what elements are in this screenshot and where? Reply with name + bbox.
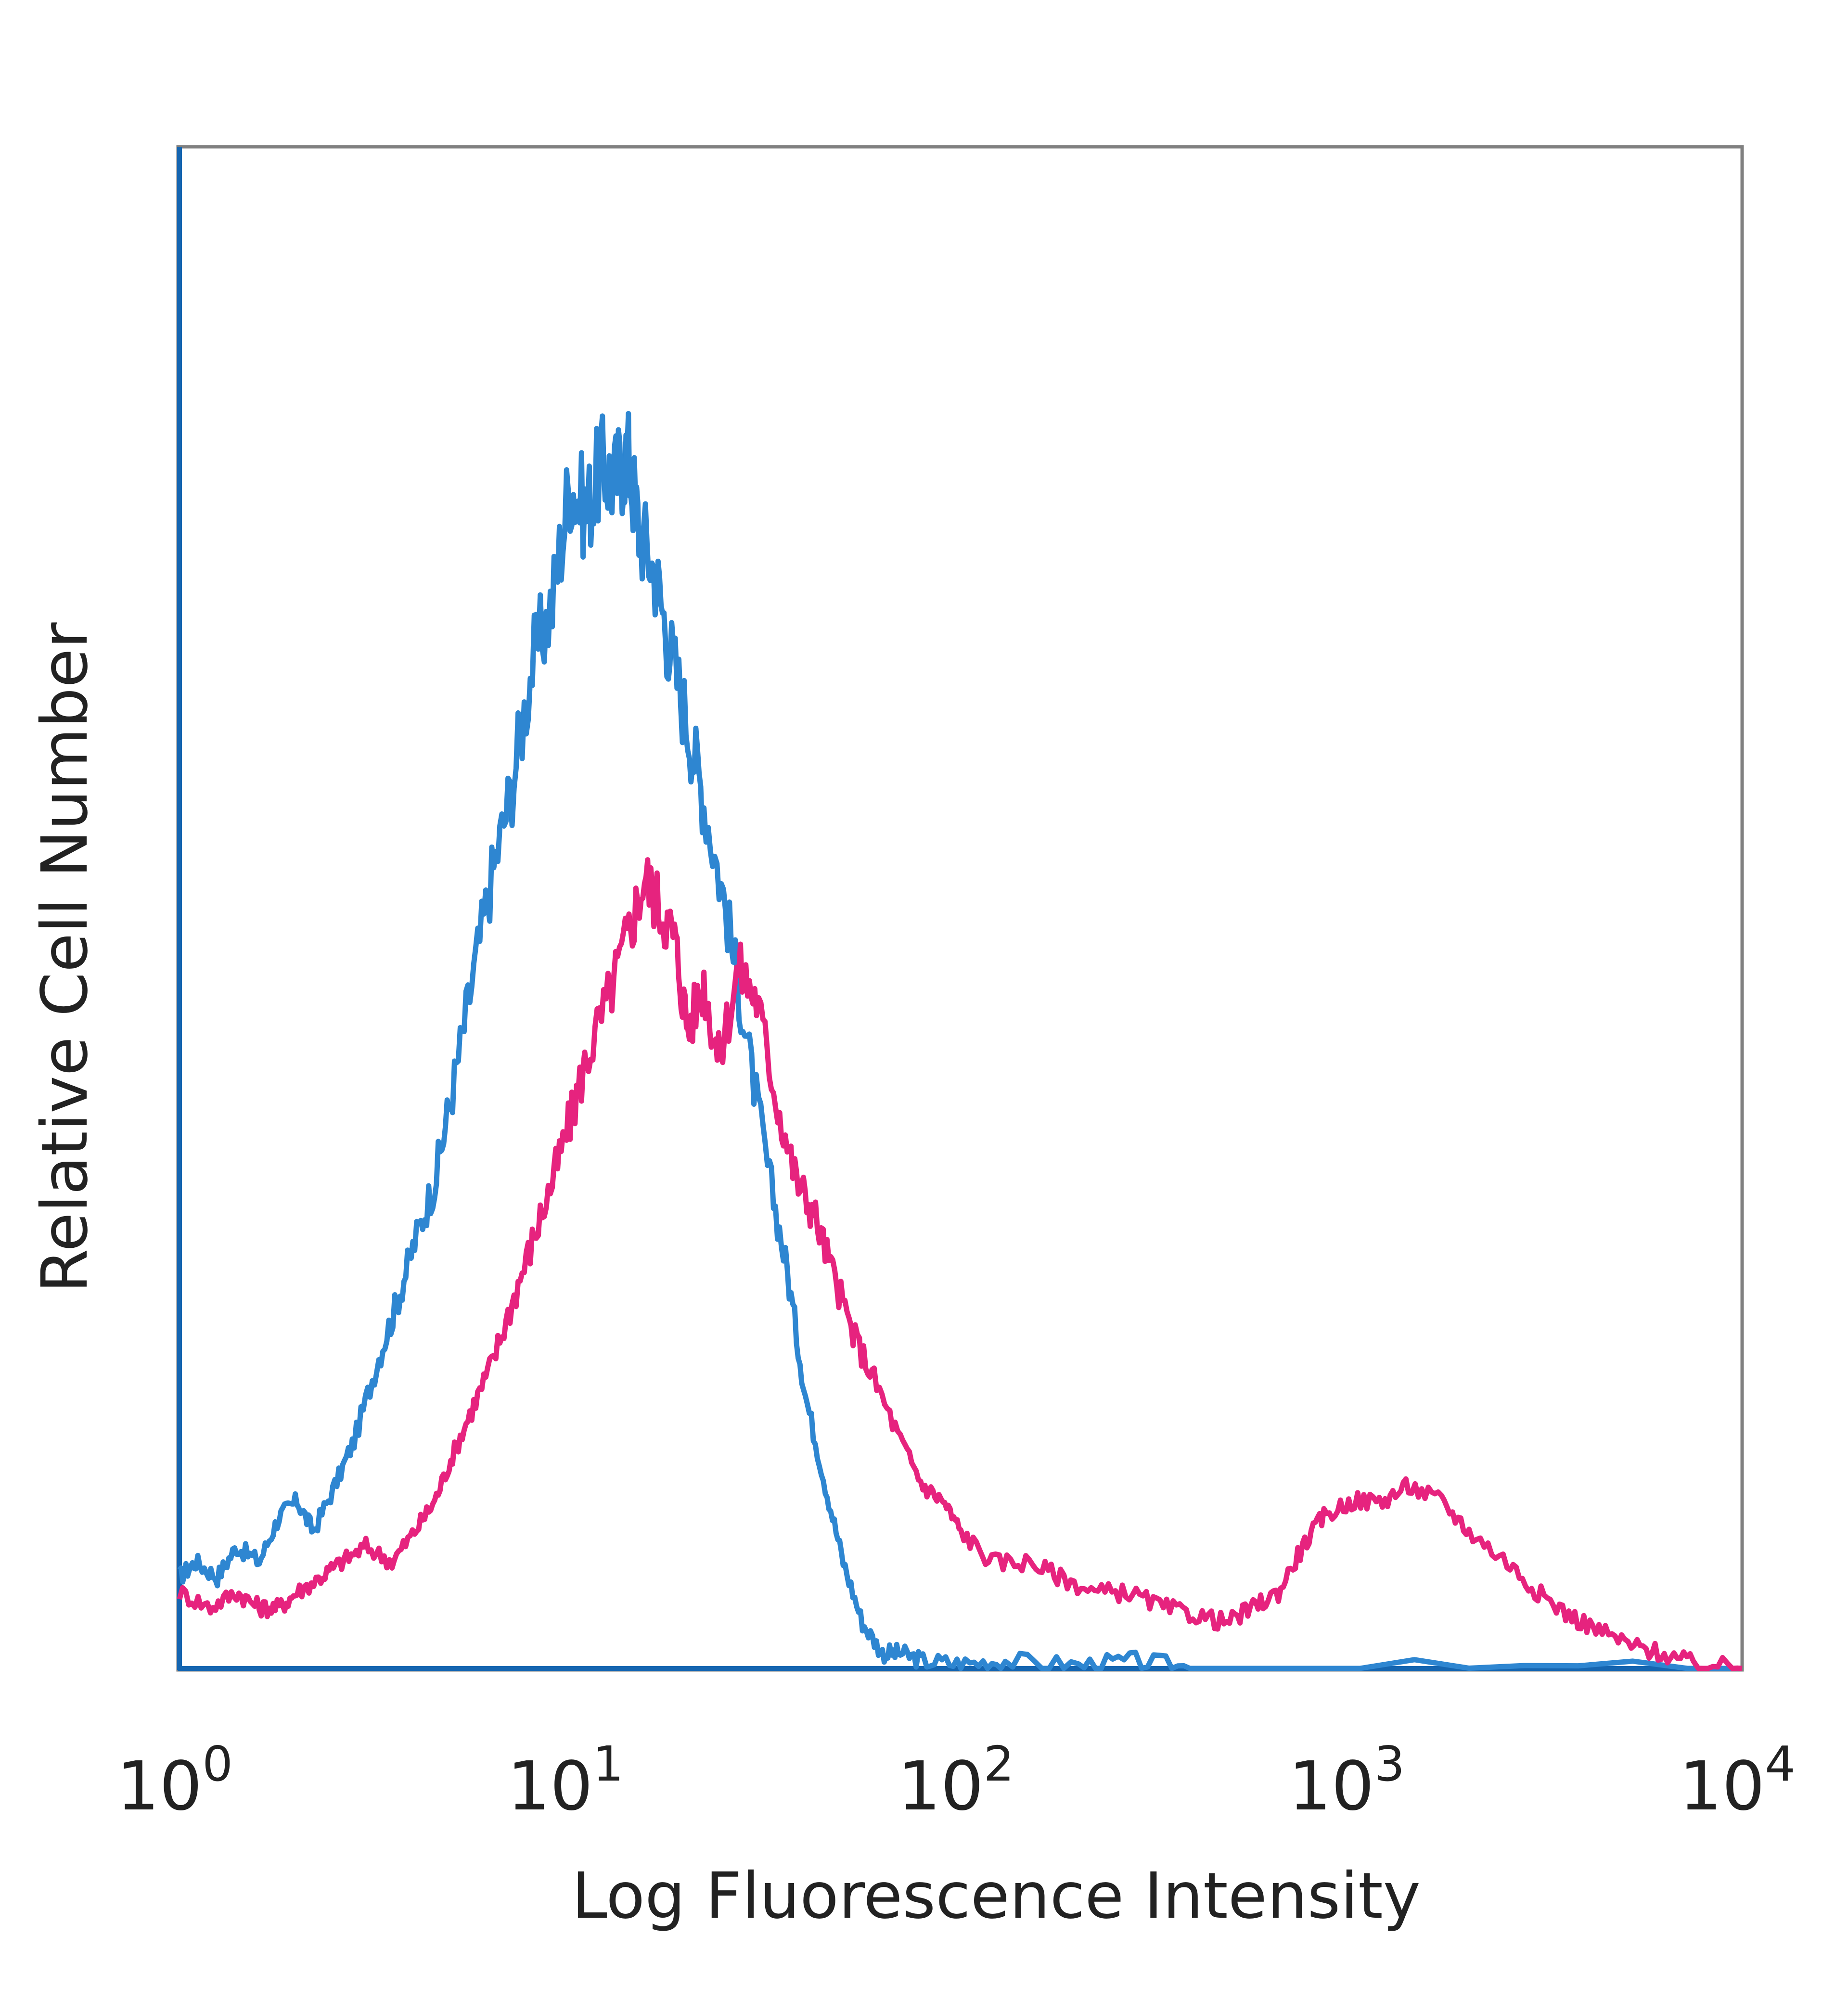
plot-frame — [176, 145, 1744, 1672]
x-tick-label-2: 102 — [898, 1736, 1014, 1826]
x-tick-label-0: 100 — [116, 1736, 233, 1826]
x-tick-exponent: 0 — [202, 1736, 233, 1792]
y-axis-title: Relative Cell Number — [28, 622, 102, 1293]
x-axis-title: Log Fluorescence Intensity — [572, 1859, 1421, 1933]
x-tick-exponent: 2 — [984, 1736, 1014, 1792]
series-layer — [177, 410, 1743, 1671]
x-tick-exponent: 1 — [593, 1736, 624, 1792]
x-tick-exponent: 4 — [1765, 1736, 1796, 1792]
histogram-series-2 — [177, 857, 1743, 1671]
x-tick-base: 10 — [898, 1747, 984, 1826]
x-tick-base: 10 — [507, 1747, 593, 1826]
x-tick-label-3: 103 — [1288, 1736, 1405, 1826]
x-tick-labels: 100 101 102 103 104 — [116, 1736, 1796, 1826]
x-tick-label-1: 101 — [507, 1736, 624, 1826]
x-tick-base: 10 — [1679, 1747, 1765, 1826]
x-tick-base: 10 — [1288, 1747, 1374, 1826]
histogram-series-1 — [177, 410, 1742, 1671]
x-tick-base: 10 — [116, 1747, 202, 1826]
x-tick-exponent: 3 — [1374, 1736, 1405, 1792]
x-tick-label-4: 104 — [1679, 1736, 1796, 1826]
